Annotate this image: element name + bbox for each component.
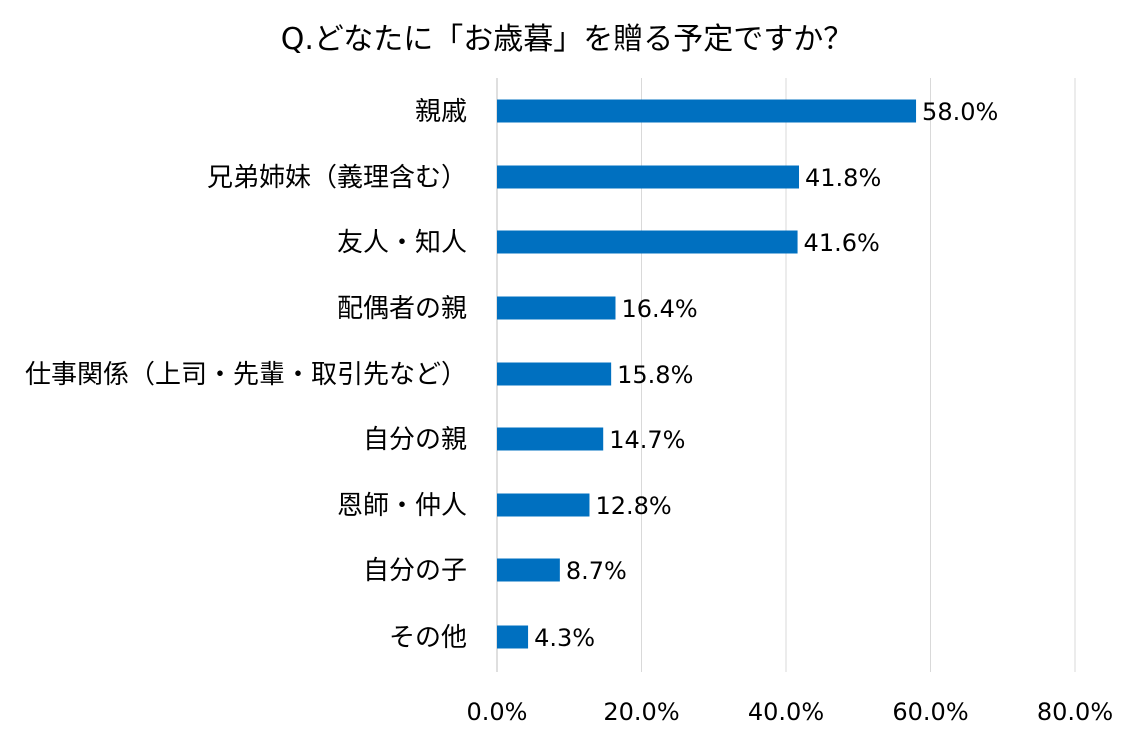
category-label: 仕事関係（上司・先輩・取引先など） [25,360,467,390]
chart-title: Q.どなたに「お歳暮」を贈る予定ですか？ [281,22,854,57]
x-axis-tick-labels: 0.0% 20.0% 40.0% 60.0% 80.0% [467,698,1114,726]
value-label: 41.8% [805,164,881,192]
value-labels: 58.0% 41.8% 41.6% 16.4% 15.8% 14.7% 12.8% 8.7% 4… [534,98,998,652]
bar [497,230,798,254]
category-label: 兄弟姉妹（義理含む） [207,163,467,193]
value-label: 14.7% [609,426,685,454]
x-tick-label: 60.0% [892,698,968,726]
category-label: 配偶者の親 [337,294,467,324]
bar [497,296,616,320]
bar [497,165,800,189]
bar [497,625,529,649]
x-tick-label: 80.0% [1037,698,1113,726]
x-tick-label: 20.0% [603,698,679,726]
value-label: 8.7% [566,557,627,585]
value-label: 4.3% [534,624,595,652]
bar [497,362,612,386]
category-label: 自分の子 [363,556,467,586]
category-label: 自分の親 [363,425,467,455]
value-label: 12.8% [595,492,671,520]
bar [497,427,604,451]
value-label: 58.0% [922,98,998,126]
category-label: 親戚 [415,97,467,127]
value-label: 15.8% [617,361,693,389]
bars [497,99,917,649]
value-label: 41.6% [804,229,880,257]
category-label: 友人・知人 [337,228,467,258]
x-tick-label: 0.0% [467,698,528,726]
x-tick-label: 40.0% [748,698,824,726]
bar [497,99,917,123]
bar [497,493,590,517]
bar [497,558,560,582]
category-label: その他 [389,623,467,653]
category-label: 恩師・仲人 [337,491,467,521]
value-label: 16.4% [621,295,697,323]
